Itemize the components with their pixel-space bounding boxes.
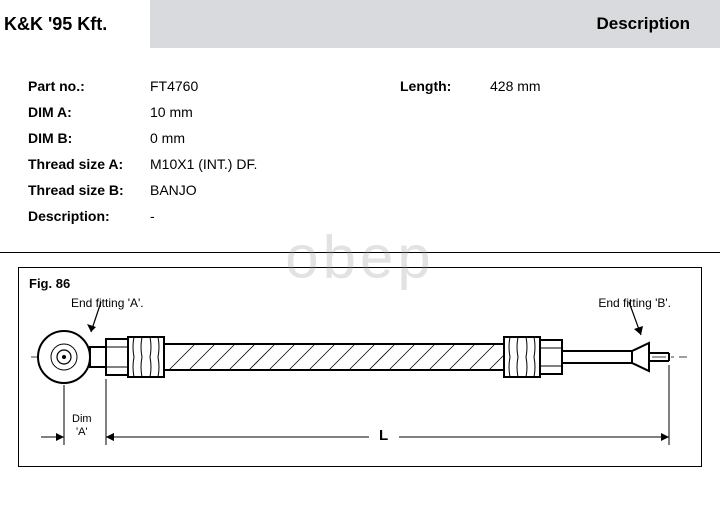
end-fitting-b-label: End fitting 'B'.	[598, 296, 671, 310]
page-title: Description	[150, 0, 720, 48]
hose-diagram-svg: Dim 'A' L	[29, 297, 689, 452]
desc-value: -	[150, 208, 400, 224]
figure-box: Fig. 86 End fitting 'A'. End fitting 'B'…	[18, 267, 702, 467]
length-label: Length:	[400, 78, 490, 94]
figure-number: Fig. 86	[29, 276, 691, 291]
desc-label: Description:	[20, 208, 150, 224]
dimb-value: 0 mm	[150, 130, 400, 146]
dim-a-text-2: 'A'	[76, 426, 88, 438]
end-fitting-a-label: End fitting 'A'.	[71, 296, 144, 310]
dima-value: 10 mm	[150, 104, 400, 120]
threada-value: M10X1 (INT.) DF.	[150, 156, 400, 172]
partno-value: FT4760	[150, 78, 400, 94]
threada-label: Thread size A:	[20, 156, 150, 172]
threadb-value: BANJO	[150, 182, 400, 198]
dimb-label: DIM B:	[20, 130, 150, 146]
length-value: 428 mm	[490, 78, 700, 94]
dim-a-text-1: Dim	[72, 413, 92, 425]
company-name: K&K '95 Kft.	[0, 0, 150, 48]
dima-label: DIM A:	[20, 104, 150, 120]
threadb-label: Thread size B:	[20, 182, 150, 198]
partno-label: Part no.:	[20, 78, 150, 94]
length-L-label: L	[379, 427, 388, 444]
spec-table: Part no.: FT4760 Length: 428 mm DIM A: 1…	[0, 78, 720, 253]
